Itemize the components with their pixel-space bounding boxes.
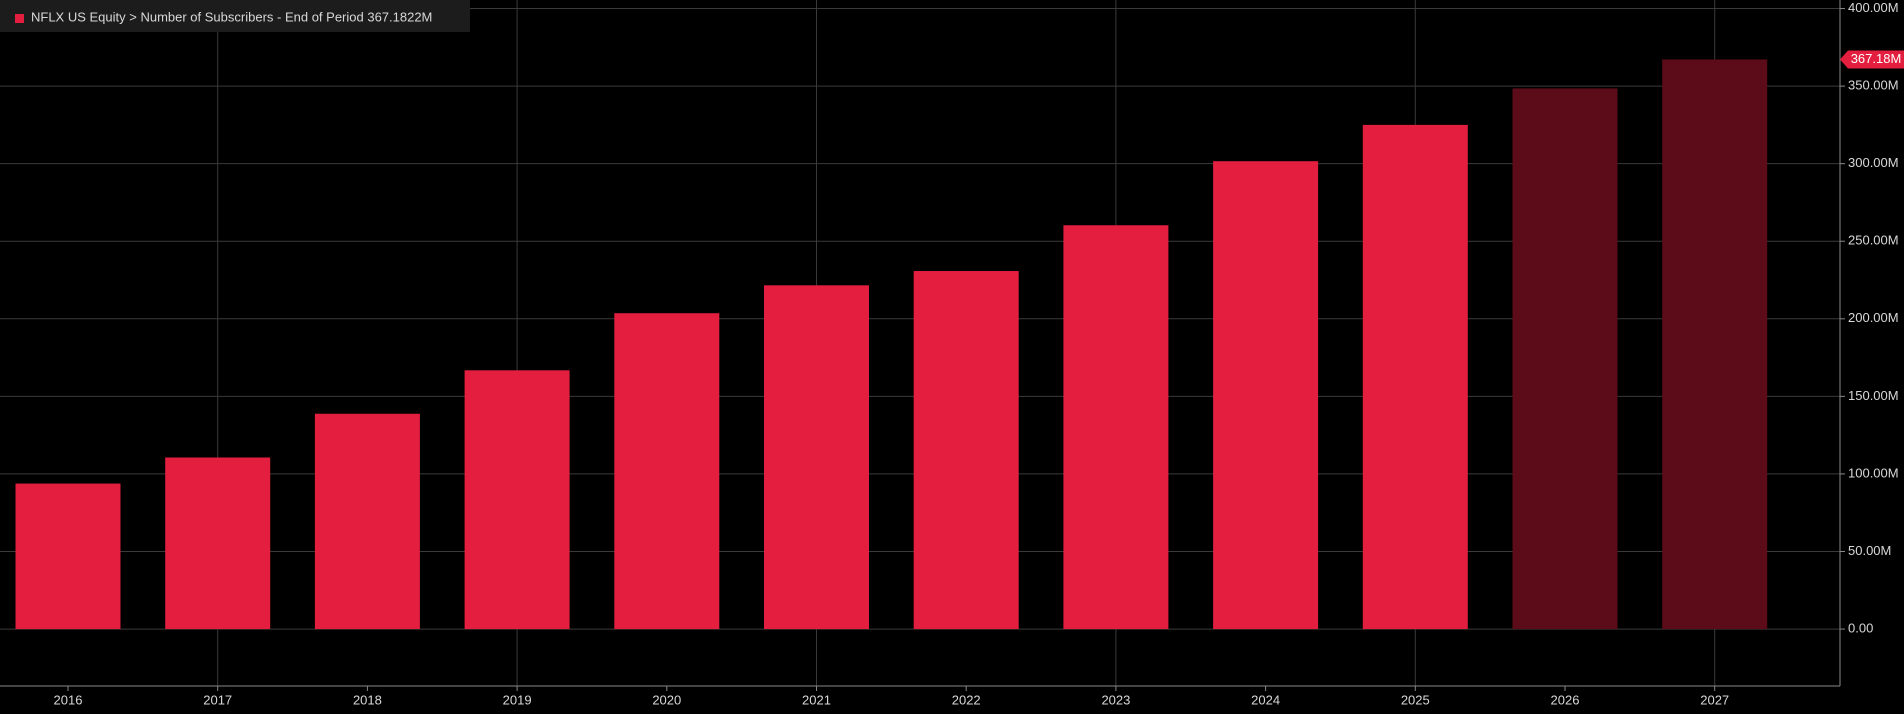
bar (165, 457, 271, 630)
x-tick-label: 2024 (1251, 692, 1280, 707)
legend-swatch (15, 14, 24, 23)
bar (314, 413, 420, 630)
bar (464, 370, 570, 630)
bar (1213, 161, 1319, 630)
value-label: 367.18M (1851, 51, 1902, 66)
legend-label: NFLX US Equity > Number of Subscribers -… (31, 9, 432, 24)
legend-box (0, 0, 470, 32)
y-tick-label: 200.00M (1848, 310, 1899, 325)
bar (614, 313, 720, 630)
bar (1512, 88, 1618, 630)
bar (1662, 59, 1768, 630)
x-tick-label: 2026 (1551, 692, 1580, 707)
x-tick-label: 2020 (652, 692, 681, 707)
x-tick-label: 2027 (1700, 692, 1729, 707)
y-tick-label: 400.00M (1848, 0, 1899, 15)
value-tag (1840, 50, 1904, 69)
y-tick-label: 150.00M (1848, 388, 1899, 403)
bar (913, 271, 1019, 630)
x-tick-label: 2022 (952, 692, 981, 707)
bar (764, 285, 869, 630)
y-tick-label: 0.00 (1848, 621, 1873, 636)
bar (1063, 225, 1169, 630)
y-tick-label: 100.00M (1848, 465, 1899, 480)
bar (1362, 124, 1468, 630)
x-tick-label: 2018 (353, 692, 382, 707)
y-tick-label: 350.00M (1848, 78, 1899, 93)
y-tick-label: 300.00M (1848, 155, 1899, 170)
x-tick-label: 2023 (1101, 692, 1130, 707)
y-tick-label: 50.00M (1848, 543, 1891, 558)
x-tick-label: 2021 (802, 692, 831, 707)
x-tick-label: 2017 (203, 692, 232, 707)
x-tick-label: 2016 (54, 692, 83, 707)
x-tick-label: 2025 (1401, 692, 1430, 707)
y-tick-label: 250.00M (1848, 233, 1899, 248)
x-tick-label: 2019 (503, 692, 532, 707)
bar (15, 483, 121, 630)
